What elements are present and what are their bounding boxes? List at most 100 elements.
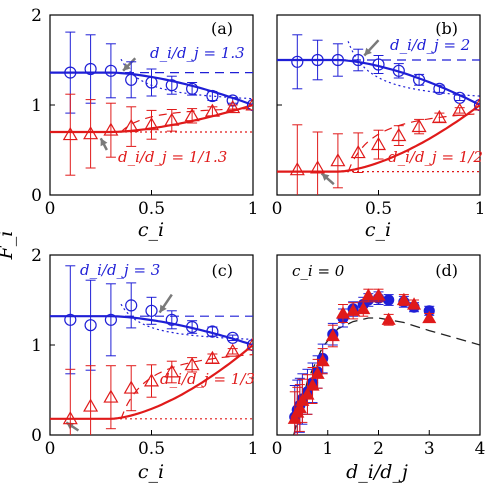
blue-asymptote-curve: [120, 58, 253, 100]
x-tick-label: 0: [45, 199, 56, 219]
data-point: [472, 97, 480, 111]
red-fit-curve: [50, 344, 253, 420]
x-tick-label: 1: [248, 439, 259, 459]
x-tick-label: 3: [424, 439, 435, 459]
data-point: [164, 364, 180, 378]
panel-a-annot-red: d_i/d_j = 1/1.3: [118, 148, 227, 166]
data-point: [311, 53, 324, 67]
shared-ylabel: F̂_i: [0, 231, 17, 261]
data-point: [411, 118, 427, 133]
grey-arrow-head: [159, 304, 167, 313]
data-point: [83, 126, 99, 140]
data-point: [186, 82, 199, 95]
data-point: [123, 380, 139, 394]
data-point: [396, 292, 411, 306]
x-tick-label: 4: [475, 439, 485, 459]
data-point: [64, 313, 77, 326]
y-tick-label: 2: [31, 6, 42, 26]
data-point: [83, 398, 99, 412]
panel-b: 0 0.5 1 (b)d_i/d_j = 2 d_i/d_j = 1/2 c_i: [272, 14, 485, 241]
data-point: [371, 288, 386, 301]
x-tick-label: 1: [322, 439, 333, 459]
data-point: [335, 306, 351, 319]
data-point: [391, 127, 407, 142]
panel-c-annot-blue: d_i/d_j = 3: [80, 261, 160, 279]
data-point: [406, 297, 422, 310]
x-tick-label: 0: [272, 199, 283, 219]
grey-arrow-head: [123, 63, 131, 71]
data-point: [206, 325, 219, 338]
data-point: [289, 162, 305, 176]
data-point: [295, 393, 310, 406]
red-fit-curve: [277, 104, 480, 173]
data-point: [331, 53, 344, 67]
data-point: [143, 373, 160, 387]
panel-d: 0 1 2 3 4 (d) c_i = 0 d_i/d_j: [272, 254, 485, 483]
x-tick-label: 1: [248, 199, 259, 219]
data-point: [246, 338, 253, 352]
x-tick-label: 0.5: [138, 199, 165, 219]
data-point: [145, 76, 158, 89]
data-point: [413, 73, 426, 86]
data-point: [104, 64, 118, 77]
data-point: [356, 301, 371, 315]
data-point: [184, 357, 200, 371]
axes-frame: [49, 14, 254, 196]
blue-asymptote-curve: [347, 41, 480, 97]
data-point: [206, 89, 219, 103]
data-point: [300, 387, 315, 400]
data-point: [350, 144, 366, 159]
y-tick-label: 1: [31, 336, 42, 356]
data-point: [84, 319, 97, 332]
data-point: [315, 353, 330, 367]
red-asymptote-curve: [120, 107, 253, 133]
panel-c-label: (c): [212, 261, 233, 280]
data-point: [305, 378, 320, 391]
y-tick-label: 0: [31, 426, 42, 446]
panel-b-annot-red: d_i/d_j = 1/2: [388, 148, 483, 166]
data-point: [165, 79, 178, 92]
x-tick-label: 0: [45, 439, 56, 459]
data-point: [165, 313, 178, 326]
panel-c-xlabel: c_i: [138, 461, 164, 483]
data-point: [392, 64, 405, 77]
data-point: [325, 328, 340, 342]
data-point: [346, 303, 361, 316]
data-point: [143, 117, 160, 131]
data-point: [330, 153, 346, 167]
data-point: [310, 366, 325, 379]
x-tick-label: 0.5: [365, 199, 392, 219]
panel-b-xlabel: c_i: [365, 219, 391, 241]
data-point: [473, 98, 480, 112]
grey-arrow-head: [364, 47, 372, 56]
data-point: [186, 320, 199, 334]
data-point: [123, 118, 139, 133]
data-point: [204, 350, 220, 364]
x-tick-label: 0: [272, 439, 283, 459]
panel-c: 0 0.5 1 0 1 2 (c) d_i/d_j = 3 d_i/d_j = 1/3 c_i: [31, 246, 259, 483]
data-point: [84, 62, 97, 76]
y-tick-label: 1: [31, 96, 42, 116]
panel-a-xlabel: c_i: [138, 219, 164, 241]
x-tick-label: 1: [475, 199, 485, 219]
data-point: [103, 389, 119, 403]
data-point: [225, 343, 241, 357]
plot-area: [50, 31, 253, 176]
data-point: [431, 109, 447, 124]
data-point: [370, 136, 387, 151]
data-point: [125, 299, 138, 312]
panel-b-annot-blue: d_i/d_j = 2: [390, 36, 470, 54]
data-point: [164, 112, 180, 126]
grey-arrow-head: [100, 138, 108, 147]
y-tick-label: 2: [31, 246, 42, 266]
data-point: [125, 73, 138, 86]
grey-arrow-head: [321, 173, 330, 181]
data-point: [361, 288, 376, 301]
panel-a: 0 0.5 1 0 1 2 (a) d_i/d_j = 1.3 d_i/d_j = 1/1.3 c…: [31, 6, 259, 241]
panel-b-label: (b): [435, 19, 458, 38]
plot-area: [287, 288, 480, 435]
red-asymptote-curve: [120, 354, 253, 420]
x-tick-label: 0.5: [138, 439, 165, 459]
data-point: [64, 66, 77, 79]
